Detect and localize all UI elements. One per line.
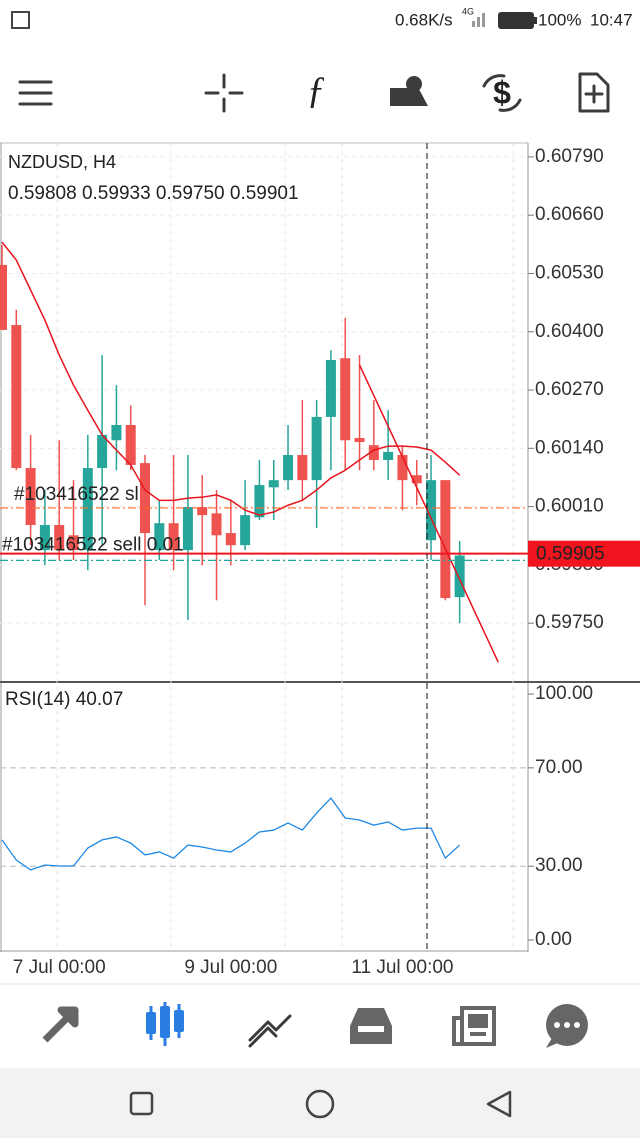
y-tick-label: 100.00 <box>535 683 593 704</box>
candle-body <box>325 359 336 417</box>
back-button[interactable] <box>486 1090 512 1118</box>
cast-icon <box>11 11 30 29</box>
candle-body <box>411 475 422 484</box>
candle-body <box>11 325 22 469</box>
candle-body <box>182 507 193 551</box>
order-label: #103416522 sell 0.01 <box>2 534 184 555</box>
candle-body <box>168 523 179 551</box>
x-tick-label: 11 Jul 00:00 <box>351 957 453 978</box>
candle-body <box>54 524 65 551</box>
candle-body <box>397 455 408 481</box>
battery-icon <box>498 12 534 29</box>
price-plot <box>0 156 528 663</box>
menu-button[interactable] <box>18 80 53 106</box>
candle-body <box>197 507 208 516</box>
candle-body <box>368 445 379 460</box>
candle-body <box>68 535 79 551</box>
y-tick-label: 0.60660 <box>535 204 604 225</box>
candle-body <box>268 480 279 488</box>
y-tick-label: 30.00 <box>535 855 583 876</box>
signal-icon <box>472 13 485 27</box>
candle-body <box>82 468 93 551</box>
candle-body <box>383 451 394 460</box>
candle-body <box>154 523 165 551</box>
candle-body <box>0 264 8 330</box>
candle-body <box>225 533 236 546</box>
home-button[interactable] <box>305 1089 335 1119</box>
y-tick-label: 0.60790 <box>535 146 604 167</box>
y-tick-label: 0.60530 <box>535 262 604 283</box>
indicators-button[interactable]: ƒ <box>307 70 326 112</box>
svg-text:$: $ <box>493 74 511 110</box>
quotes-tab[interactable] <box>42 1006 79 1043</box>
symbol-title: NZDUSD, H4 <box>8 152 116 172</box>
candle-body <box>39 524 50 551</box>
x-tick-label: 7 Jul 00:00 <box>13 957 106 978</box>
history-tab[interactable] <box>350 1008 392 1044</box>
battery-level: 100% <box>538 10 581 29</box>
candle-body <box>440 480 451 599</box>
trade-button[interactable]: $ <box>482 74 522 112</box>
rsi-plot <box>0 767 528 871</box>
android-nav <box>0 1068 640 1138</box>
candle-body <box>240 515 251 546</box>
chat-tab[interactable] <box>546 1004 588 1048</box>
candle-body <box>211 513 222 536</box>
toolbar: ƒ $ <box>18 70 610 113</box>
y-tick-label: 0.60140 <box>535 437 604 458</box>
new-order-button[interactable] <box>578 72 610 113</box>
net-speed: 0.68K/s <box>395 10 453 29</box>
rsi-line <box>1 797 461 871</box>
y-tick-label: 0.00 <box>535 929 572 950</box>
y-tick-label: 0.59750 <box>535 612 604 633</box>
candle-body <box>426 480 437 541</box>
price-tag-label: 0.59905 <box>536 544 605 565</box>
trade-tab[interactable] <box>248 1014 292 1048</box>
candle-body <box>311 416 322 481</box>
candle-body <box>25 468 36 525</box>
ohlc-readout: 0.59808 0.59933 0.59750 0.59901 <box>8 183 299 204</box>
network-type: 4G <box>462 6 474 16</box>
candle-body <box>125 425 136 465</box>
chart-tab[interactable] <box>146 1002 184 1046</box>
candle-body <box>354 438 365 443</box>
moving-average <box>1 241 461 516</box>
x-tick-label: 9 Jul 00:00 <box>184 957 277 978</box>
candle-body <box>97 434 108 469</box>
candle-body <box>454 555 465 598</box>
order-label: #103416522 sl <box>14 484 139 505</box>
y-tick-label: 0.60010 <box>535 496 604 517</box>
recents-button[interactable] <box>129 1091 154 1116</box>
overlay: 7 Jul 00:00 9 Jul 00:00 11 Jul 00:00 0.6079… <box>2 146 640 978</box>
candle-body <box>297 455 308 481</box>
crosshair-button[interactable] <box>204 73 244 113</box>
trend-line <box>358 364 499 663</box>
y-tick-label: 0.60270 <box>535 379 604 400</box>
news-tab[interactable] <box>452 1006 496 1046</box>
candle-body <box>283 455 294 481</box>
y-tick-label: 70.00 <box>535 757 583 778</box>
price-tag <box>528 540 640 567</box>
rsi-title: RSI(14) 40.07 <box>5 689 123 710</box>
candle-body <box>111 425 122 441</box>
bottom-nav <box>0 983 640 1048</box>
objects-button[interactable] <box>390 76 428 106</box>
status-bar: 0.68K/s 4G 100% 10:47 <box>11 6 633 29</box>
clock: 10:47 <box>590 10 633 29</box>
candle-body <box>140 463 151 534</box>
candle-body <box>340 358 351 441</box>
candle-body <box>254 485 265 518</box>
y-tick-label: 0.60400 <box>535 321 604 342</box>
